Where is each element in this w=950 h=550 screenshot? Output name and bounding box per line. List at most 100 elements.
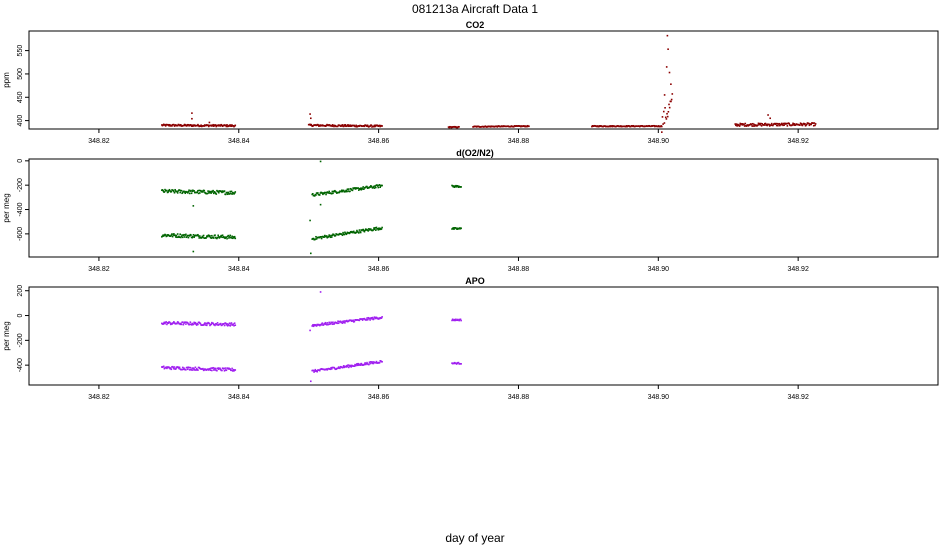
data-point — [354, 188, 357, 190]
data-point — [226, 191, 228, 194]
data-point — [318, 324, 321, 327]
data-point — [164, 124, 166, 126]
data-point — [671, 93, 674, 95]
data-point — [201, 235, 204, 238]
data-point — [358, 189, 360, 191]
data-point — [190, 324, 193, 326]
data-point — [215, 322, 218, 325]
data-point — [220, 234, 223, 237]
y-tick-label: 500 — [17, 68, 24, 80]
data-point — [229, 234, 232, 237]
data-point — [319, 125, 321, 127]
data-point — [328, 321, 330, 324]
data-point — [183, 124, 185, 127]
data-point — [197, 192, 200, 195]
data-point — [224, 193, 227, 196]
data-point — [757, 124, 759, 126]
data-point — [767, 114, 769, 116]
data-point — [375, 226, 378, 229]
data-point — [229, 125, 232, 127]
data-point — [369, 125, 371, 128]
data-point — [210, 323, 213, 326]
data-point — [451, 185, 454, 187]
data-point — [318, 369, 321, 372]
data-point — [813, 122, 816, 124]
data-point — [176, 322, 178, 325]
data-point — [165, 321, 168, 323]
data-point — [189, 321, 192, 323]
data-point — [189, 366, 192, 369]
data-point — [342, 321, 345, 324]
data-point — [328, 124, 331, 126]
y-tick-label: -400 — [17, 358, 24, 372]
data-point — [183, 191, 186, 193]
data-point — [185, 323, 187, 325]
data-point — [233, 370, 235, 372]
data-point — [318, 194, 321, 196]
data-point — [309, 117, 312, 120]
x-tick-label: 348.82 — [88, 394, 110, 401]
data-point — [752, 125, 755, 127]
data-point — [180, 236, 182, 239]
data-point — [225, 369, 228, 372]
data-point — [372, 362, 375, 365]
data-point — [168, 188, 171, 191]
data-point — [215, 193, 218, 195]
data-point — [216, 369, 218, 372]
data-point — [166, 189, 168, 192]
data-point — [458, 126, 460, 128]
data-point — [379, 186, 382, 189]
data-point — [230, 323, 232, 325]
data-point — [349, 190, 351, 193]
data-point — [170, 190, 173, 193]
data-point — [165, 366, 168, 368]
data-point — [226, 193, 229, 196]
data-point — [356, 363, 358, 365]
data-point — [180, 189, 183, 192]
data-point — [185, 233, 187, 236]
data-point — [233, 193, 235, 195]
data-point — [232, 192, 235, 194]
data-point — [212, 123, 214, 126]
data-point — [668, 103, 670, 106]
data-point — [216, 322, 219, 324]
data-point — [344, 231, 346, 234]
data-point — [191, 124, 194, 127]
data-point — [323, 236, 325, 238]
data-point — [346, 364, 348, 367]
data-point — [207, 368, 209, 370]
data-point — [199, 322, 202, 325]
data-point — [169, 190, 171, 192]
data-point — [332, 321, 334, 324]
data-point — [793, 123, 796, 125]
data-point — [366, 125, 368, 127]
data-point — [370, 361, 373, 363]
data-point — [764, 122, 767, 125]
data-point — [352, 319, 354, 322]
data-point — [185, 368, 187, 371]
data-point — [216, 237, 218, 240]
data-point — [229, 325, 232, 327]
data-point — [221, 236, 223, 239]
data-point — [364, 362, 366, 364]
data-point — [201, 190, 204, 192]
data-point — [365, 319, 368, 321]
data-point — [339, 367, 341, 370]
data-point — [164, 322, 166, 325]
data-point — [750, 123, 753, 126]
data-point — [667, 48, 669, 50]
data-point — [169, 322, 171, 324]
data-point — [190, 125, 193, 127]
data-point — [806, 123, 808, 126]
data-point — [212, 366, 214, 369]
data-point — [229, 368, 232, 370]
data-point — [330, 236, 333, 238]
data-point — [178, 235, 180, 238]
data-point — [320, 236, 322, 238]
data-point — [670, 98, 673, 101]
data-point — [193, 322, 196, 325]
data-point — [377, 318, 380, 320]
data-point — [459, 318, 462, 321]
data-point — [193, 236, 195, 239]
